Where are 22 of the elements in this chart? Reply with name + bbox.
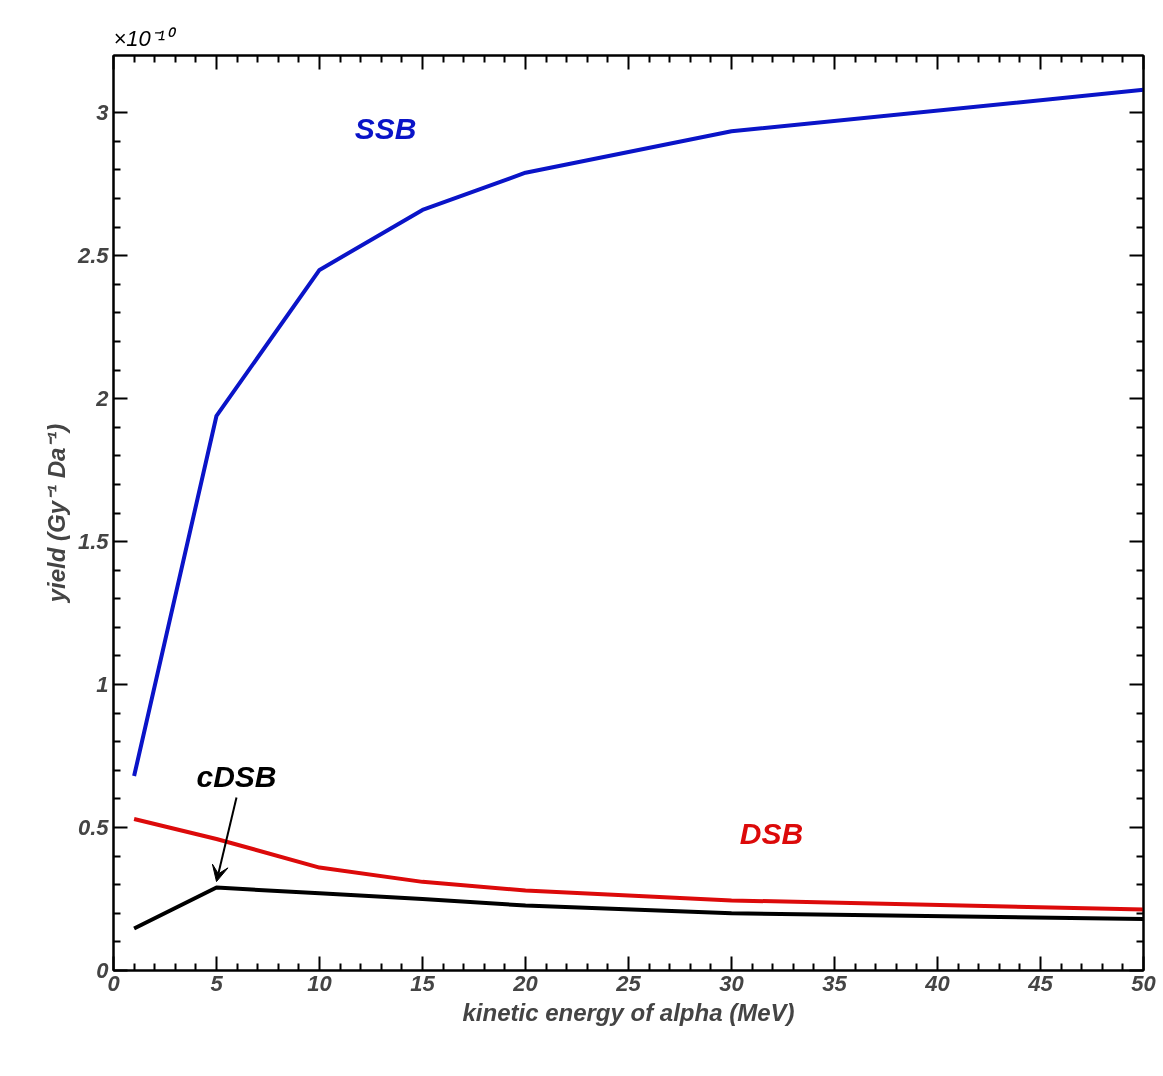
annotation: cDSB xyxy=(196,759,277,793)
x-tick-label: 45 xyxy=(1027,970,1054,996)
x-tick-label: 40 xyxy=(924,970,951,996)
y-tick-label: 2.5 xyxy=(76,243,110,269)
y-tick-label: 3 xyxy=(96,100,109,126)
x-tick-label: 15 xyxy=(410,970,436,996)
x-tick-label: 25 xyxy=(615,970,642,996)
x-axis-title: kinetic energy of alpha (MeV) xyxy=(462,998,795,1026)
series-label: DSB xyxy=(739,817,804,851)
x-tick-label: 50 xyxy=(1131,970,1157,996)
y-tick-label: 1.5 xyxy=(77,529,110,555)
x-tick-label: 20 xyxy=(512,970,539,996)
x-tick-label: 35 xyxy=(822,970,848,996)
text: SSB xyxy=(354,111,417,145)
x-tick-label: 30 xyxy=(719,970,745,996)
y-tick-label: 0.5 xyxy=(77,815,110,841)
y-tick-label: 2 xyxy=(95,386,110,412)
x-tick-label: 5 xyxy=(210,970,224,996)
y-axis-title: yield (Gy⁻¹ Da⁻¹) xyxy=(42,423,70,604)
text: ×10⁻¹⁰ xyxy=(113,25,178,51)
y-tick-label: 1 xyxy=(96,672,109,698)
x-tick-label: 10 xyxy=(307,970,333,996)
